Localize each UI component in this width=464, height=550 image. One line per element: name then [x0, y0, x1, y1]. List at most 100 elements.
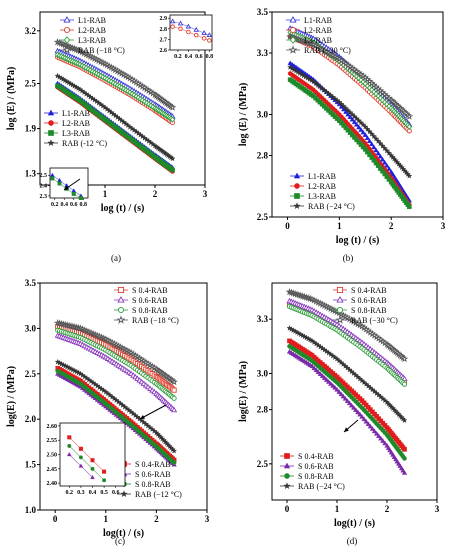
series-group [286, 25, 414, 210]
y-axis-label: log (E) / (MPa) [6, 67, 17, 131]
y-tick-label: 1.3 [25, 169, 37, 179]
series-b-7-point [381, 145, 388, 151]
x-axis-label: log (t) / (s) [336, 235, 380, 246]
inset-x-tick-label: 0.8 [80, 202, 88, 208]
series-c-3-point [170, 377, 178, 386]
legend-label: RAB (−24 °C) [298, 482, 345, 491]
panel-caption: (a) [111, 253, 121, 263]
series-d-6-point [402, 456, 407, 461]
inset-series-0-point [67, 435, 72, 440]
series-b-2-point [406, 123, 413, 131]
series-group [53, 318, 178, 467]
series-d-5-point [363, 418, 369, 424]
plot-frame [271, 282, 438, 501]
inset-frame [49, 167, 89, 199]
y-tick-label: 2.5 [257, 212, 269, 222]
legend-label: RAB (−18 °C) [78, 46, 125, 55]
inset-x-tick-label: 0.6 [195, 54, 203, 60]
series-d-5-point [321, 375, 328, 380]
series-b-7-point [366, 128, 373, 135]
series-d-2-point [401, 381, 408, 387]
legend-label: L2-RAB [308, 182, 336, 191]
series-b-7-point [406, 172, 413, 179]
y-tick-label: 2.8 [257, 405, 269, 415]
legend-label: S 0.6-RAB [132, 296, 168, 305]
series-d-5-point [401, 470, 408, 475]
series-b-4-point [384, 162, 390, 168]
series-d-5-point [353, 407, 359, 412]
legend-marker [63, 16, 71, 23]
legend-marker [116, 315, 126, 324]
inset-y-tick-label: 2.7 [160, 37, 168, 43]
series-a-3-point [168, 103, 177, 111]
inset-y-tick-label: 2.55 [47, 438, 58, 444]
plot-frame [39, 11, 206, 186]
legend-label: S 0.8-RAB [351, 306, 387, 315]
y-tick-label: 3.5 [25, 278, 37, 288]
y-tick-label: 2.5 [25, 369, 37, 379]
inset-series-0-point [185, 23, 192, 29]
inset-x-tick-label: 0.2 [174, 54, 182, 60]
series-b-7-point [372, 135, 380, 142]
inset-series-1-point [201, 36, 207, 41]
series-c-7-point [171, 447, 178, 454]
series-d-5-point [365, 421, 371, 426]
x-tick-label: 3 [203, 189, 208, 199]
series-d-5-point [361, 416, 367, 422]
inset-x-tick-label: 0.6 [112, 490, 120, 496]
series-b-4-point [369, 141, 375, 147]
inset-series-1-point [90, 474, 95, 480]
inset-y-tick-label: 2.9 [160, 16, 168, 22]
legend-marker [294, 193, 300, 199]
inset-y-tick-label: 2.50 [47, 453, 58, 459]
y-tick-label: 2.5 [25, 78, 37, 88]
inset-x-tick-label: 0.8 [206, 54, 214, 60]
series-b-4-point [349, 116, 355, 122]
series-d-5-point [376, 433, 382, 438]
legend-label: L3-RAB [62, 129, 90, 138]
series-d-5-point [319, 373, 326, 378]
x-axis-label: log (t) / (s) [101, 203, 145, 214]
inset-series-2-point [78, 455, 83, 460]
inset-series-0-point [193, 26, 200, 32]
legend-label: L2-RAB [62, 119, 90, 128]
series-d-5-point [373, 430, 380, 436]
x-tick-label: 3 [441, 221, 446, 231]
series-b-7-point [364, 125, 371, 132]
x-tick-label: 2 [385, 504, 390, 514]
series-b-4-point [373, 147, 379, 153]
x-tick-label: 1 [103, 189, 108, 199]
x-tick-label: 2 [154, 514, 159, 524]
legend-marker [117, 306, 125, 314]
series-b-3-point [405, 112, 414, 120]
inset-series-2-point [67, 443, 72, 448]
series-b-4-point [382, 159, 388, 165]
series-b-7-point [375, 137, 382, 144]
legend-marker [289, 26, 297, 34]
inset-x-tick-label: 0.3 [77, 490, 85, 496]
series-b-7-point [379, 142, 386, 149]
legend-marker [294, 183, 300, 189]
legend-label: L2-RAB [304, 26, 332, 35]
series-d-5-point [346, 400, 353, 406]
series-group [285, 288, 409, 475]
legend-marker [284, 473, 290, 479]
legend-label: L3-RAB [308, 192, 336, 201]
series-d-5-point [380, 438, 386, 443]
series-group [53, 38, 177, 174]
series-d-5-point [367, 423, 373, 429]
legend-label: S 0.4-RAB [298, 452, 334, 461]
inset-y-tick-label: 2.40 [47, 481, 58, 487]
y-tick-label: 2.5 [257, 459, 269, 469]
inset-series-1-point [207, 38, 212, 43]
legend-label: L3-RAB [78, 36, 106, 45]
series-b-7-point [370, 133, 377, 139]
series-d-5-point [348, 402, 355, 408]
legend-label: RAB (-12 °C) [62, 139, 107, 148]
x-tick-label: 0 [285, 504, 290, 514]
series-d-5-point [311, 365, 317, 371]
inset: 0.2 0.4 0.6 0.8 2.3 2.4 2.5 [40, 167, 89, 208]
